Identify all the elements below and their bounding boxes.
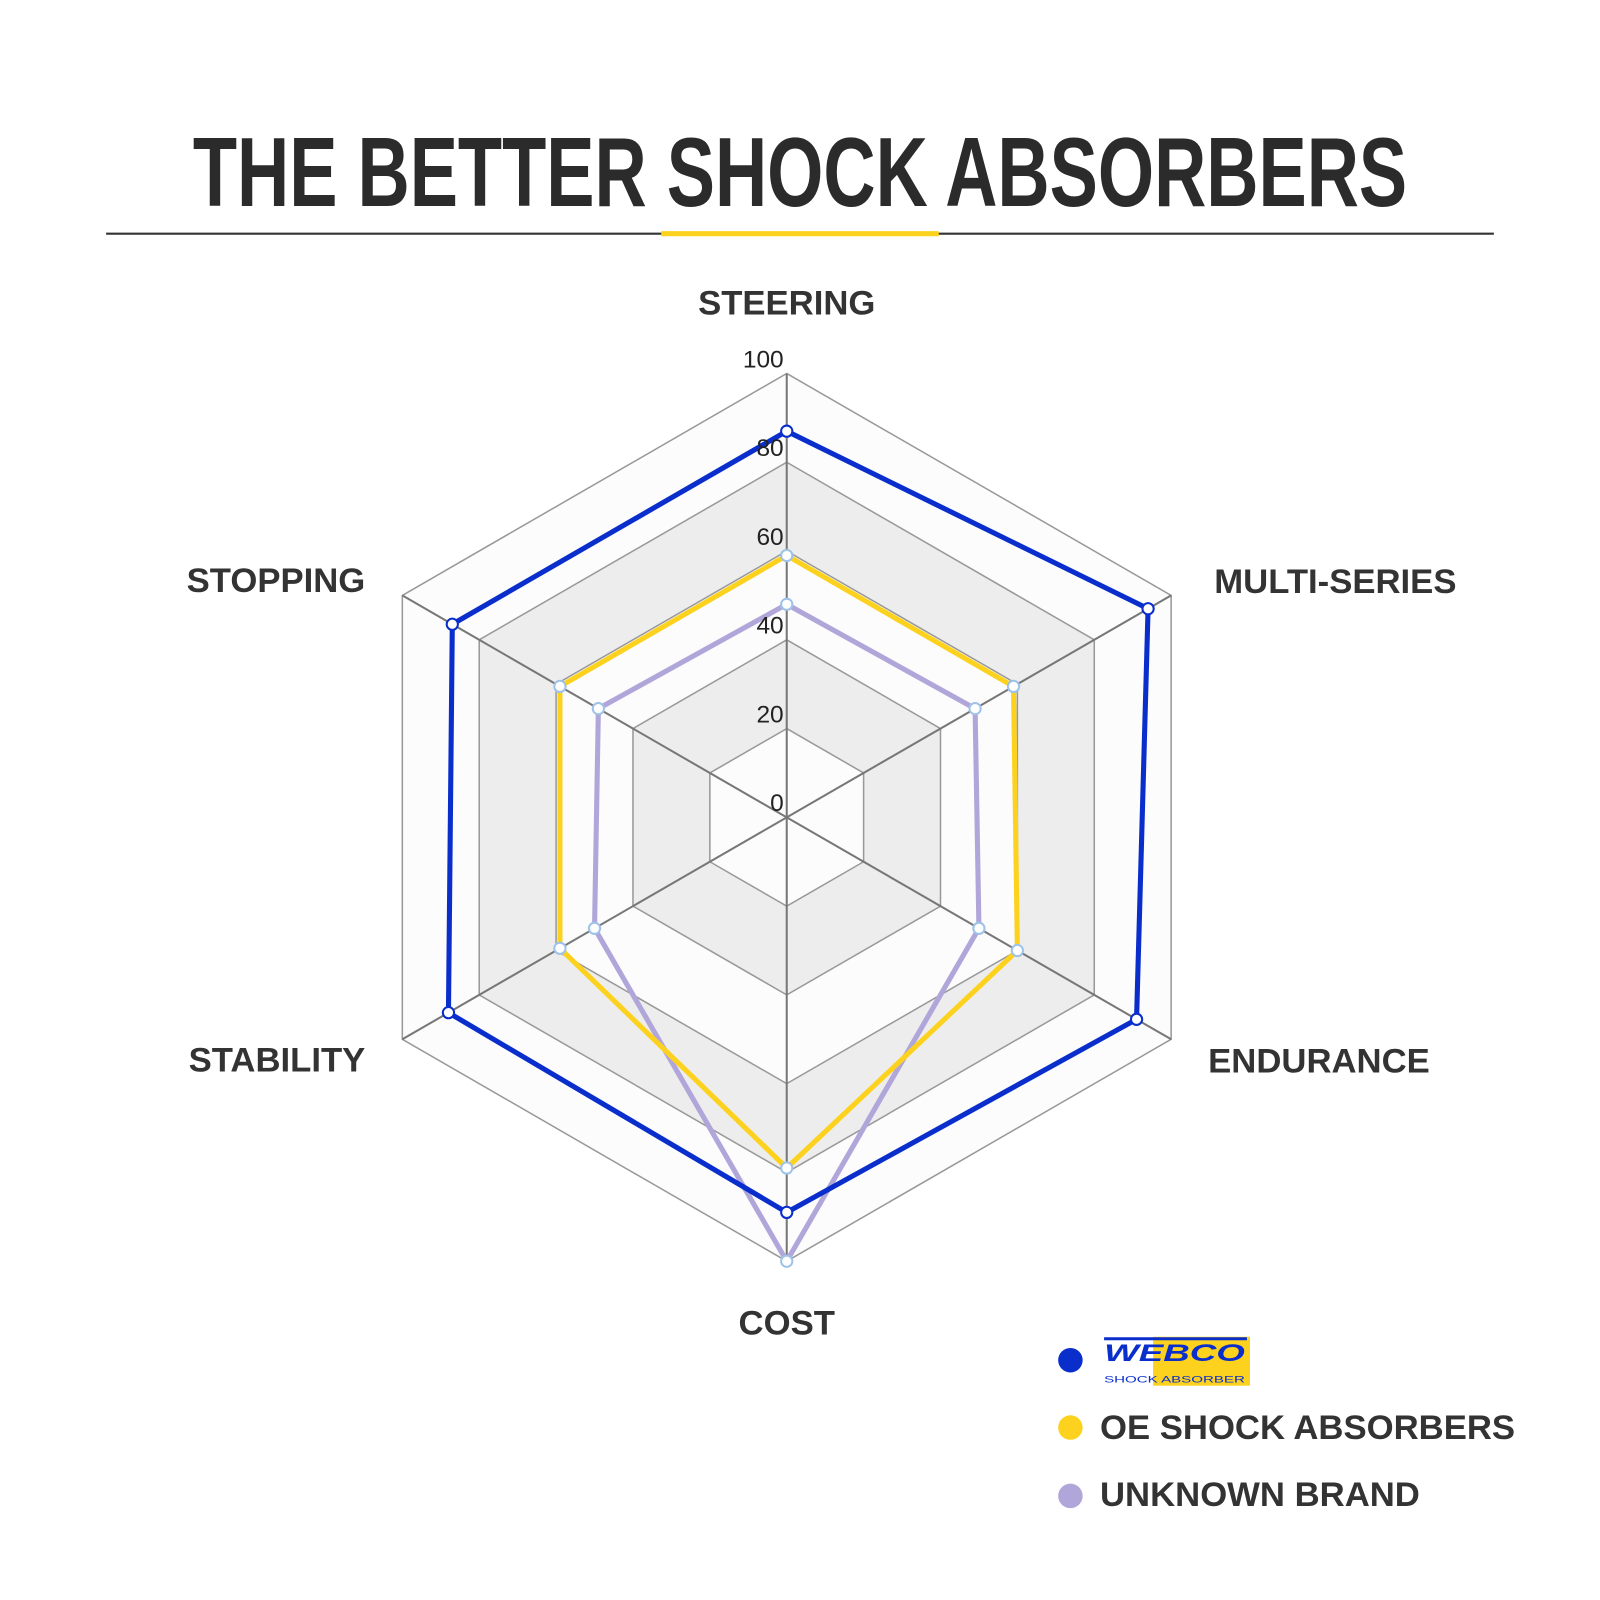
legend-marker-unknown [1058,1483,1083,1509]
axis-label: STOPPING [187,562,366,600]
tick-label: 100 [743,346,784,373]
data-point [1129,1012,1144,1026]
data-point [1010,943,1025,958]
data-point [780,1205,794,1220]
data-point [553,941,567,955]
chart-title: THE BETTER SHOCK ABSORBERS [193,117,1407,227]
tick-label: 20 [756,701,783,728]
data-point [1141,602,1155,616]
data-point [441,1006,456,1020]
data-point [968,701,982,716]
data-point [587,921,602,935]
data-point [553,679,567,694]
data-point [591,701,606,716]
legend-marker-webco [1058,1347,1083,1373]
legend-marker-oe [1058,1415,1083,1440]
legend-label-unknown: UNKNOWN BRAND [1100,1476,1420,1514]
data-point [780,1161,794,1175]
data-point [445,617,459,631]
axis-label: COST [739,1305,835,1343]
webco-logo: WEBCO SHOCK ABSORBER [1104,1336,1250,1386]
axis-label: STEERING [698,284,875,322]
data-point [780,1254,794,1268]
tick-label: 0 [770,790,784,817]
axis-label: STABILITY [189,1041,366,1079]
tick-label: 60 [756,524,783,551]
legend-label-oe: OE SHOCK ABSORBERS [1100,1409,1515,1447]
tick-label: 80 [756,435,783,462]
data-point [1006,679,1021,694]
data-point [780,548,794,563]
series-2 [587,597,986,1268]
webco-logo-text: WEBCO [1104,1340,1245,1367]
series-1 [553,548,1025,1175]
data-point [972,921,986,935]
axis-label: ENDURANCE [1208,1042,1430,1080]
series-0 [441,424,1155,1220]
webco-logo-subtext: SHOCK ABSORBER [1104,1375,1245,1385]
axis-label: MULTI-SERIES [1214,563,1456,601]
data-point [780,597,794,611]
legend: WEBCO SHOCK ABSORBER OE SHOCK ABSORBERS … [1058,1336,1515,1514]
data-point [780,424,794,438]
tick-label: 40 [756,613,783,640]
